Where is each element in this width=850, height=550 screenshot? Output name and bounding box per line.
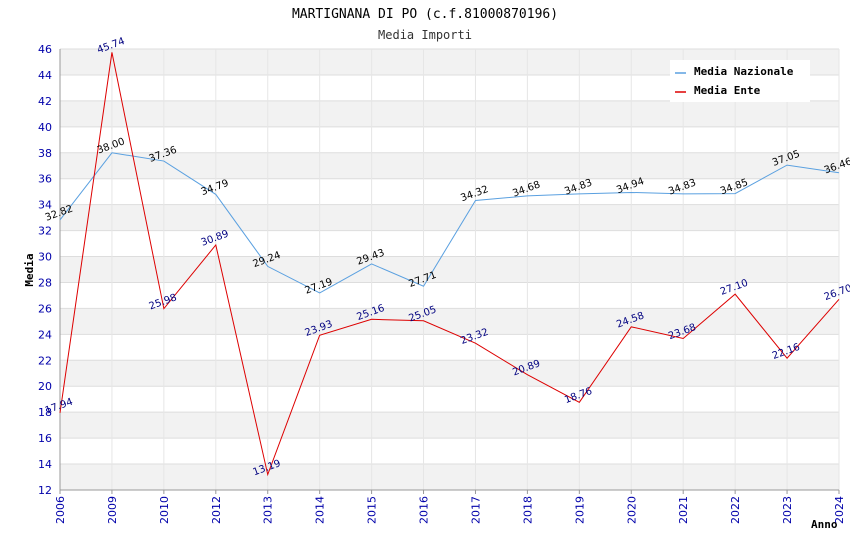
x-tick-label: 2012 [210,496,223,524]
grid-band [60,412,839,439]
y-tick-label: 34 [38,199,52,212]
grid-band [60,152,839,179]
x-tick-label: 2022 [729,496,742,524]
x-tick-label: 2019 [573,496,586,524]
x-tick-label: 2009 [106,496,119,524]
grid-band [60,282,839,309]
grid-band [60,334,839,361]
y-tick-label: 20 [38,380,52,393]
y-tick-label: 38 [38,147,52,160]
gridlines [59,48,840,491]
y-tick-label: 36 [38,173,52,186]
grid-band [60,126,839,153]
y-tick-label: 22 [38,354,52,367]
x-tick-label: 2015 [366,496,379,524]
grid-band [60,464,839,490]
chart-title: MARTIGNANA DI PO (c.f.81000870196) [292,7,558,22]
x-tick-label: 2013 [262,496,275,524]
series-line-media-ente [59,52,840,477]
y-tick-labels: 12 14 16 18 20 22 24 26 28 30 32 34 36 38 40 42 44 46 [38,43,52,497]
x-tick-label: 2021 [677,496,690,524]
series-line-media-nazionale [59,152,840,294]
x-tick-labels: 2006 2009 2010 2012 2013 2014 2015 2016 2017 2018… [54,490,846,524]
grid-band [60,256,839,283]
chart-subtitle: Media Importi [378,28,472,42]
x-tick-label: 2014 [314,496,327,524]
y-tick-label: 30 [38,251,52,264]
y-tick-label: 32 [38,225,52,238]
series-lines [59,52,840,477]
y-tick-label: 42 [38,95,52,108]
grid-band [60,204,839,231]
x-tick-label: 2010 [158,496,171,524]
x-tick-label: 2020 [625,496,638,524]
grid-band [60,178,839,205]
grid-band [60,100,839,127]
y-tick-label: 18 [38,406,52,419]
grid-band [60,438,839,465]
grid-band [60,308,839,335]
grid-band [60,386,839,413]
x-axis-label: Anno [811,518,838,531]
legend-box [670,60,810,102]
x-tick-label: 2024 [833,496,846,524]
y-tick-label: 28 [38,276,52,289]
y-tick-label: 44 [38,69,52,82]
y-tick-label: 14 [38,458,52,471]
y-tick-label: 40 [38,121,52,134]
x-tick-label: 2017 [469,496,482,524]
x-tick-label: 2018 [521,496,534,524]
legend: Media Nazionale Media Ente [670,60,810,102]
x-tick-label: 2016 [418,496,431,524]
y-tick-label: 26 [38,302,52,315]
x-tick-label: 2006 [54,496,67,524]
legend-label-media-nazionale: Media Nazionale [694,65,794,78]
y-tick-label: 46 [38,43,52,56]
background-bands [60,49,839,490]
legend-label-media-ente: Media Ente [694,84,761,97]
grid-band [60,360,839,387]
x-tick-label: 2023 [781,496,794,524]
y-tick-label: 12 [38,484,52,497]
y-axis-label: Media [23,253,36,286]
y-tick-label: 16 [38,432,52,445]
y-tick-label: 24 [38,328,52,341]
